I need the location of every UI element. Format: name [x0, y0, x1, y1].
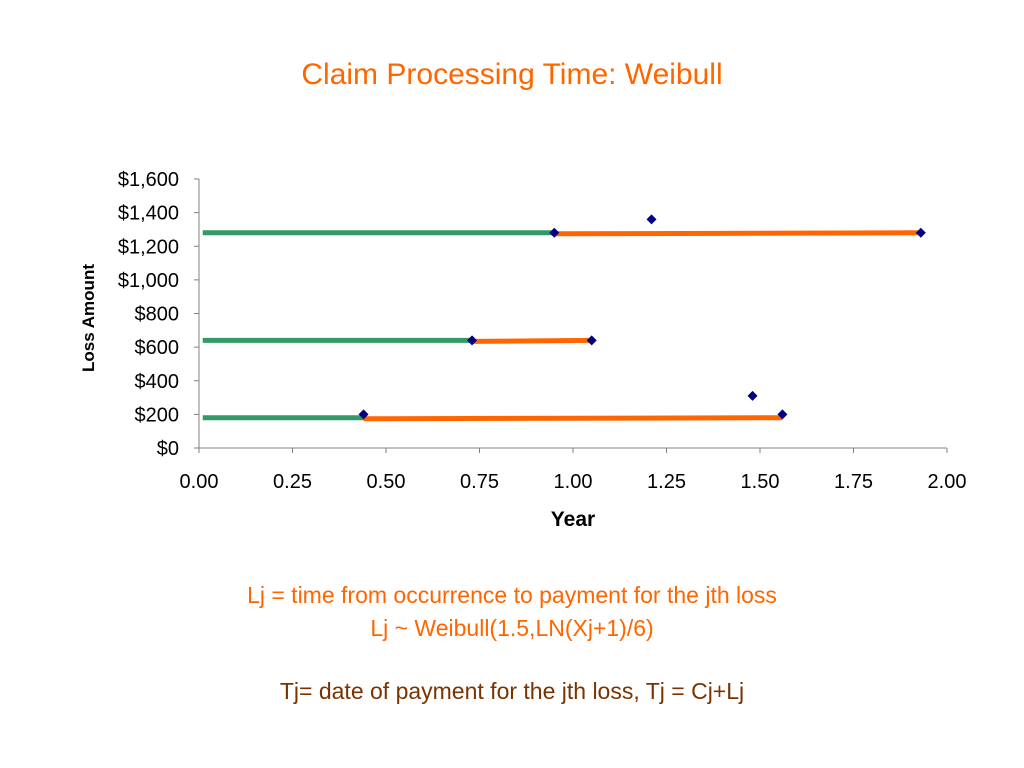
y-tick-label: $600 [135, 337, 180, 359]
processing-segment [364, 418, 783, 419]
y-tick-label: $1,000 [118, 270, 179, 292]
data-markers [359, 214, 926, 419]
slide-title: Claim Processing Time: Weibull [0, 58, 1024, 92]
data-point-marker [587, 335, 597, 345]
claim-segments [203, 233, 921, 419]
processing-segment [472, 340, 592, 341]
x-tick-label: 0.50 [367, 471, 406, 493]
chart-axes: $0 $200 $400 $600 $800 $1,000 $1,200 $1,400 $1,6… [118, 169, 967, 493]
x-tick-label: 0.75 [460, 471, 499, 493]
y-tick-label: $1,600 [118, 169, 179, 191]
note-lag-definition: Lj = time from occurrence to payment for… [0, 582, 1024, 609]
processing-segment [554, 233, 921, 234]
note-payment-date: Tj= date of payment for the jth loss, Tj… [0, 678, 1024, 705]
data-point-marker [748, 391, 758, 401]
data-point-marker [647, 214, 657, 224]
x-axis-title: Year [551, 508, 595, 531]
x-tick-label: 1.50 [741, 471, 780, 493]
x-tick-label: 1.25 [647, 471, 686, 493]
x-tick-label: 1.00 [554, 471, 593, 493]
x-tick-label: 0.00 [180, 471, 219, 493]
loss-timeline-chart: $0 $200 $400 $600 $800 $1,000 $1,200 $1,400 $1,6… [0, 150, 1024, 550]
data-point-marker [549, 228, 559, 238]
y-tick-label: $1,200 [118, 236, 179, 258]
y-tick-label: $0 [157, 438, 179, 460]
x-tick-label: 2.00 [928, 471, 967, 493]
data-point-marker [467, 335, 477, 345]
y-tick-label: $1,400 [118, 203, 179, 225]
data-point-marker [916, 228, 926, 238]
x-tick-label: 1.75 [834, 471, 873, 493]
y-tick-label: $400 [135, 371, 180, 393]
y-axis-title: Loss Amount [79, 264, 98, 372]
y-tick-label: $200 [135, 404, 180, 426]
y-tick-label: $800 [135, 304, 180, 326]
x-tick-label: 0.25 [273, 471, 312, 493]
note-lag-distribution: Lj ~ Weibull(1.5,LN(Xj+1)/6) [0, 615, 1024, 642]
